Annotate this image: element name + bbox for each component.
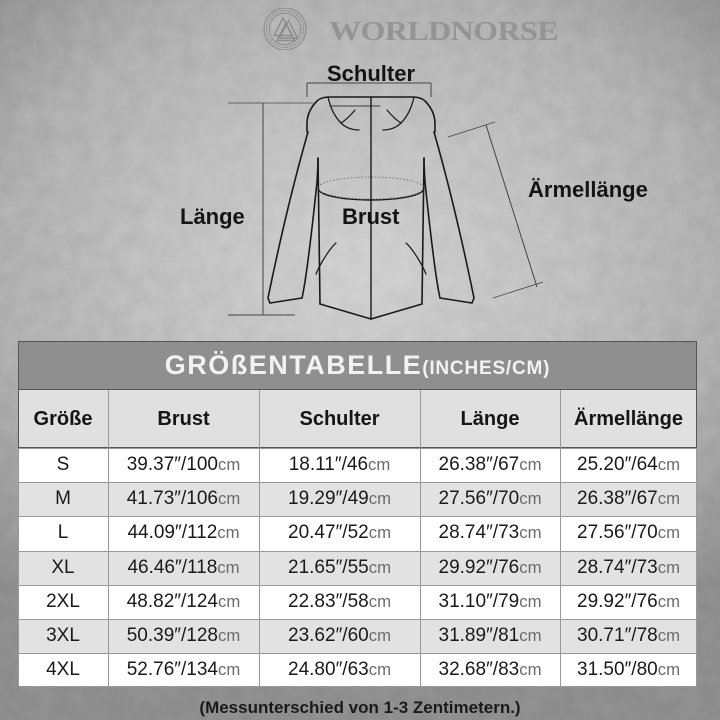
svg-text:Schulter: Schulter	[327, 61, 415, 86]
svg-text:Länge: Länge	[180, 204, 245, 229]
svg-text:Brust: Brust	[342, 204, 400, 229]
svg-text:Ärmellänge: Ärmellänge	[528, 177, 648, 202]
